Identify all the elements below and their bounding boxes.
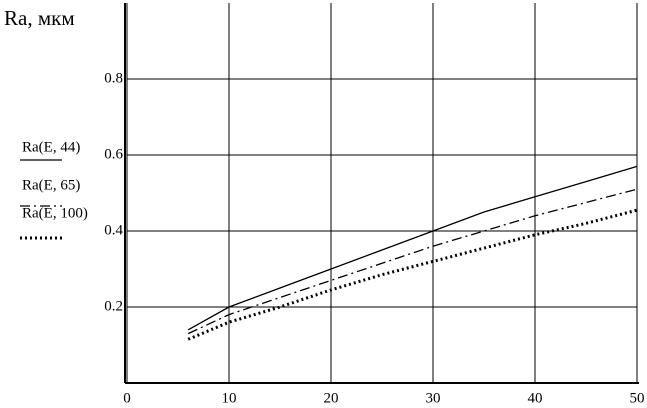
x-tick-label: 10: [222, 390, 237, 406]
x-tick-label: 40: [528, 390, 543, 406]
x-tick-label: 30: [426, 390, 441, 406]
legend-label: Ra(E, 65): [22, 177, 80, 193]
y-axis-label: Ra, мкм: [4, 6, 75, 30]
x-tick-label: 0: [123, 390, 131, 406]
y-tick-label: 0.4: [104, 222, 123, 238]
y-tick-label: 0.2: [104, 298, 123, 314]
x-tick-label: 50: [630, 390, 645, 406]
legend-label: Ra(E, 44): [22, 139, 80, 155]
data-line: [187, 208, 638, 341]
x-tick-label: 20: [324, 390, 339, 406]
data-line: [187, 188, 638, 335]
legend-label: Ra(E, 100): [22, 205, 88, 221]
data-line: [187, 165, 638, 331]
y-tick-label: 0.6: [104, 146, 123, 162]
y-tick-label: 0.8: [104, 70, 123, 86]
